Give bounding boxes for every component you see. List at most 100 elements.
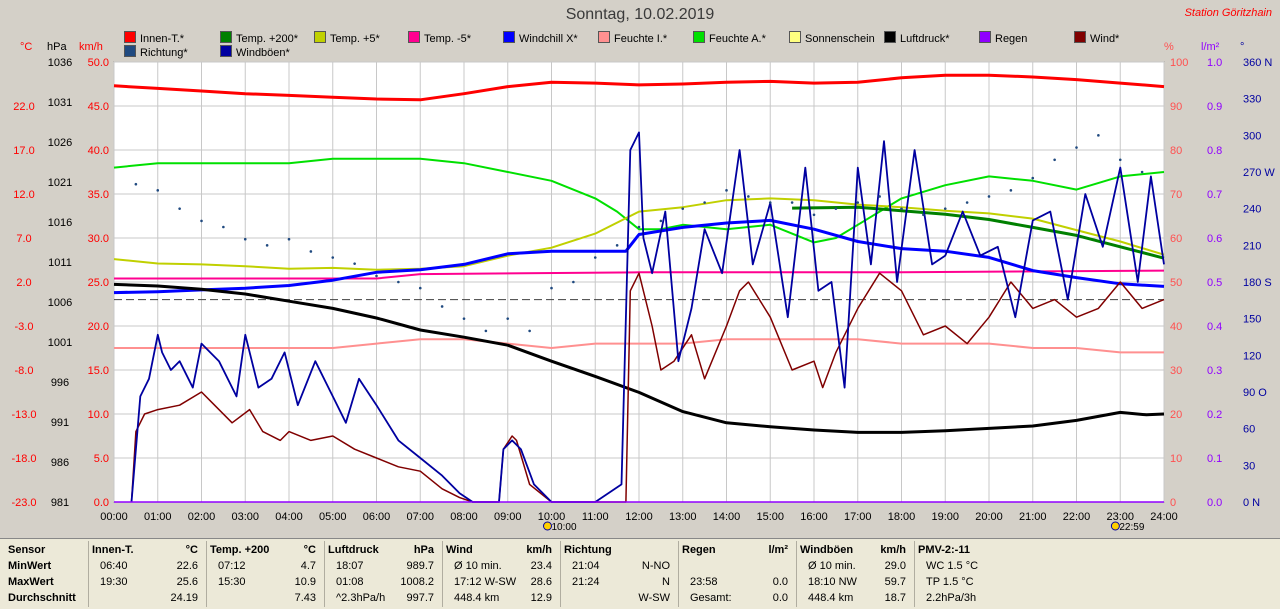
- direction-point: [637, 225, 641, 229]
- stats-row-value: 24.19: [170, 592, 198, 604]
- rain-tick-label: 0.5: [1207, 277, 1222, 289]
- stats-row: 18:07 989.7: [328, 558, 440, 574]
- direction-point: [462, 317, 466, 320]
- direction-tick-label: 240: [1243, 204, 1261, 216]
- stats-row: 2.2hPa/3h: [918, 590, 1030, 606]
- stats-row-label: 01:08: [336, 576, 364, 588]
- stats-row-value: 989.7: [406, 560, 434, 572]
- stats-row-value: N-NO: [641, 560, 670, 572]
- stats-row: 07:12 4.7: [210, 558, 322, 574]
- stats-block-header: PMV-2:-11: [918, 542, 1030, 558]
- legend-swatch: [1074, 31, 1086, 43]
- rain-unit: l/m²: [1201, 41, 1220, 53]
- rain-tick-label: 0.2: [1207, 409, 1222, 421]
- stats-block-title: Innen-T.: [92, 544, 134, 556]
- direction-point: [418, 286, 422, 290]
- stats-row-label: 18:07: [336, 560, 364, 572]
- stats-row-label: Gesamt:: [690, 592, 732, 604]
- legend-item: Sonnenschein: [789, 31, 875, 45]
- direction-point: [353, 262, 356, 265]
- legend-label: Feuchte I.*: [614, 33, 668, 45]
- temp-tick-label: 17.0: [13, 145, 34, 157]
- stats-row-value: 18.7: [884, 592, 906, 604]
- direction-point: [375, 274, 378, 278]
- humidity-tick-label: 60: [1170, 233, 1182, 245]
- series-line-temp-200: [792, 205, 1165, 260]
- direction-point: [900, 207, 903, 210]
- direction-point: [856, 201, 860, 204]
- pressure-tick-label: 981: [51, 497, 69, 509]
- legend-swatch: [408, 31, 420, 43]
- temp-tick-label: -8.0: [15, 365, 34, 377]
- direction-point: [681, 207, 685, 210]
- direction-unit: °: [1240, 41, 1245, 53]
- humidity-tick-label: 100: [1170, 57, 1188, 69]
- wind-tick-label: 15.0: [88, 365, 109, 377]
- legend-label: Richtung*: [140, 47, 188, 59]
- series-line-windb-en: [130, 131, 1165, 503]
- stats-row-label: TP 1.5 °C: [926, 576, 974, 588]
- stats-row-label: [682, 560, 690, 572]
- stats-row-label: [210, 592, 218, 604]
- x-tick-label: 08:00: [450, 511, 478, 523]
- stats-row-label: 19:30: [100, 576, 128, 588]
- stats-row: 21:04 N-NO: [564, 558, 676, 574]
- wind-tick-label: 0.0: [94, 497, 109, 509]
- direction-point: [1053, 158, 1056, 162]
- x-tick-label: 11:00: [582, 511, 609, 523]
- stats-block-unit: l/m²: [768, 544, 788, 556]
- stats-block-title: Wind: [446, 544, 473, 556]
- stats-row-value: N: [662, 576, 670, 588]
- stats-row-label: 18:10 NW: [808, 576, 857, 588]
- stats-row: 18:10 NW 59.7: [800, 574, 912, 590]
- direction-point: [156, 189, 160, 192]
- stats-row-value: 25.6: [176, 576, 198, 588]
- direction-tick-label: 150: [1243, 314, 1261, 326]
- humidity-tick-label: 80: [1170, 145, 1182, 157]
- stats-separator: [88, 541, 89, 607]
- direction-tick-label: 300: [1243, 130, 1261, 142]
- legend-label: Windböen*: [236, 47, 290, 59]
- legend-swatch: [693, 31, 705, 43]
- stats-row: Ø 10 min. 23.4: [446, 558, 558, 574]
- stats-row: 24.19: [92, 590, 204, 606]
- direction-point: [1140, 170, 1144, 174]
- legend-swatch: [789, 31, 801, 43]
- chart-area: 22.0 17.0 12.0 7.0 2.0 -3.0 -8.0 -13.0 -18.0 -23.…: [11, 6, 1276, 533]
- stats-row-label: WC 1.5 °C: [926, 560, 979, 572]
- direction-point: [768, 201, 772, 204]
- legend-label: Innen-T.*: [140, 33, 185, 45]
- temp-unit: °C: [20, 41, 33, 53]
- legend-label: Temp. -5*: [424, 33, 472, 45]
- stats-block-unit: °C: [303, 544, 316, 556]
- series-line-luftdruck: [113, 282, 1165, 434]
- stats-row: W-SW: [564, 590, 676, 606]
- stats-row-value: 10.9: [294, 576, 316, 588]
- pressure-tick-label: 1016: [48, 217, 72, 229]
- stats-label-min: MinWert: [8, 560, 52, 572]
- stats-row: 21:24 N: [564, 574, 676, 590]
- direction-point: [834, 207, 838, 210]
- stats-row-value: W-SW: [638, 592, 670, 604]
- legend-item: Feuchte A.*: [693, 31, 766, 45]
- stats-row: Gesamt: 0.0: [682, 590, 794, 606]
- stats-block-unit: °C: [185, 544, 198, 556]
- direction-point: [506, 317, 510, 320]
- stats-block-header: Windböen km/h: [800, 542, 912, 558]
- stats-row: 15:30 10.9: [210, 574, 322, 590]
- stats-label-sensor: Sensor: [8, 544, 46, 556]
- x-tick-label: 22:00: [1063, 511, 1091, 523]
- direction-point: [550, 286, 553, 290]
- legend-swatch: [220, 31, 232, 43]
- direction-tick-label: 60: [1243, 424, 1255, 436]
- legend-item: Windböen*: [220, 45, 290, 59]
- stats-row-value: 12.9: [530, 592, 552, 604]
- direction-tick-label: 30: [1243, 460, 1255, 472]
- x-tick-label: 18:00: [888, 511, 916, 523]
- legend-swatch: [979, 31, 991, 43]
- legend-item: Windchill X*: [503, 31, 578, 45]
- stats-block: Innen-T. °C 06:40 22.6 19:30 25.6 24.19: [92, 539, 204, 609]
- stats-block: Richtung 21:04 N-NO 21:24 N W-SW: [564, 539, 676, 609]
- rain-tick-label: 0.4: [1207, 321, 1222, 333]
- stats-row: 448.4 km 18.7: [800, 590, 912, 606]
